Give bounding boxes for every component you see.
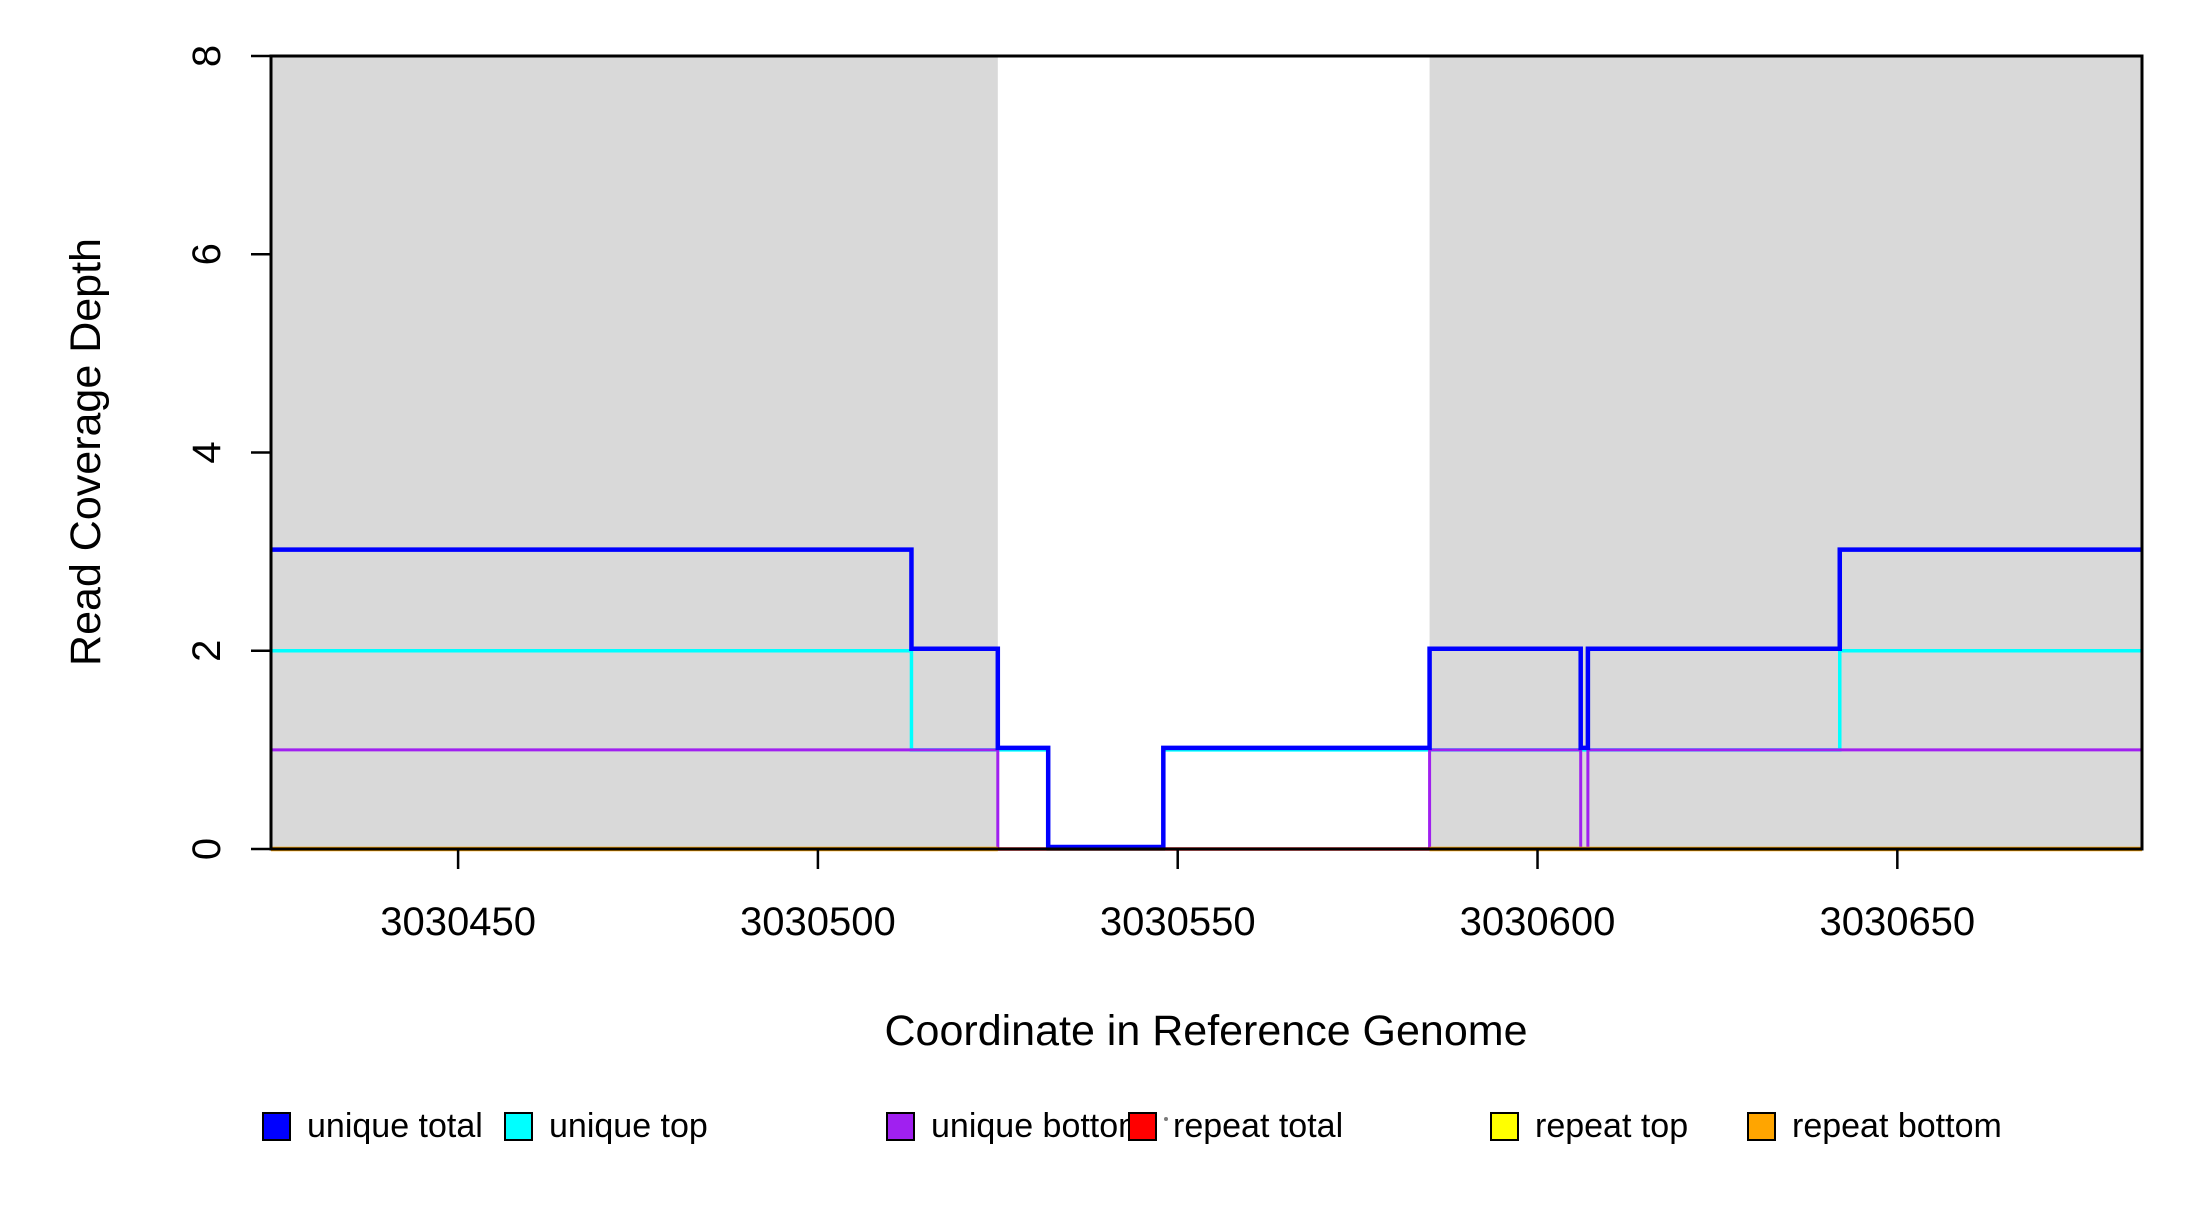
x-tick-label: 3030500 (740, 900, 896, 944)
y-tick-label: 4 (185, 441, 229, 463)
x-axis-title: Coordinate in Reference Genome (885, 1007, 1528, 1055)
x-tick-label: 3030550 (1100, 900, 1256, 944)
x-tick-label: 3030450 (380, 900, 536, 944)
series-unique-total (271, 547, 2142, 850)
x-tick-label: 3030650 (1819, 900, 1975, 944)
axes: 3030450 3030500 3030550 3030600 3030650 0 2 4 6 8 (185, 45, 2144, 944)
y-axis-title: Read Coverage Depth (62, 238, 110, 666)
x-tick-label: 3030600 (1460, 900, 1616, 944)
stray-dot-artifact (1164, 1117, 1168, 1121)
repeat-region (271, 56, 998, 849)
y-tick-label: 6 (185, 243, 229, 265)
y-tick-label: 2 (185, 640, 229, 662)
repeat-region-shading (271, 56, 2142, 849)
repeat-region (1429, 56, 2142, 849)
series-unique-bottom (271, 748, 2142, 851)
y-tick-label: 0 (185, 838, 229, 860)
y-tick-label: 8 (185, 45, 229, 67)
